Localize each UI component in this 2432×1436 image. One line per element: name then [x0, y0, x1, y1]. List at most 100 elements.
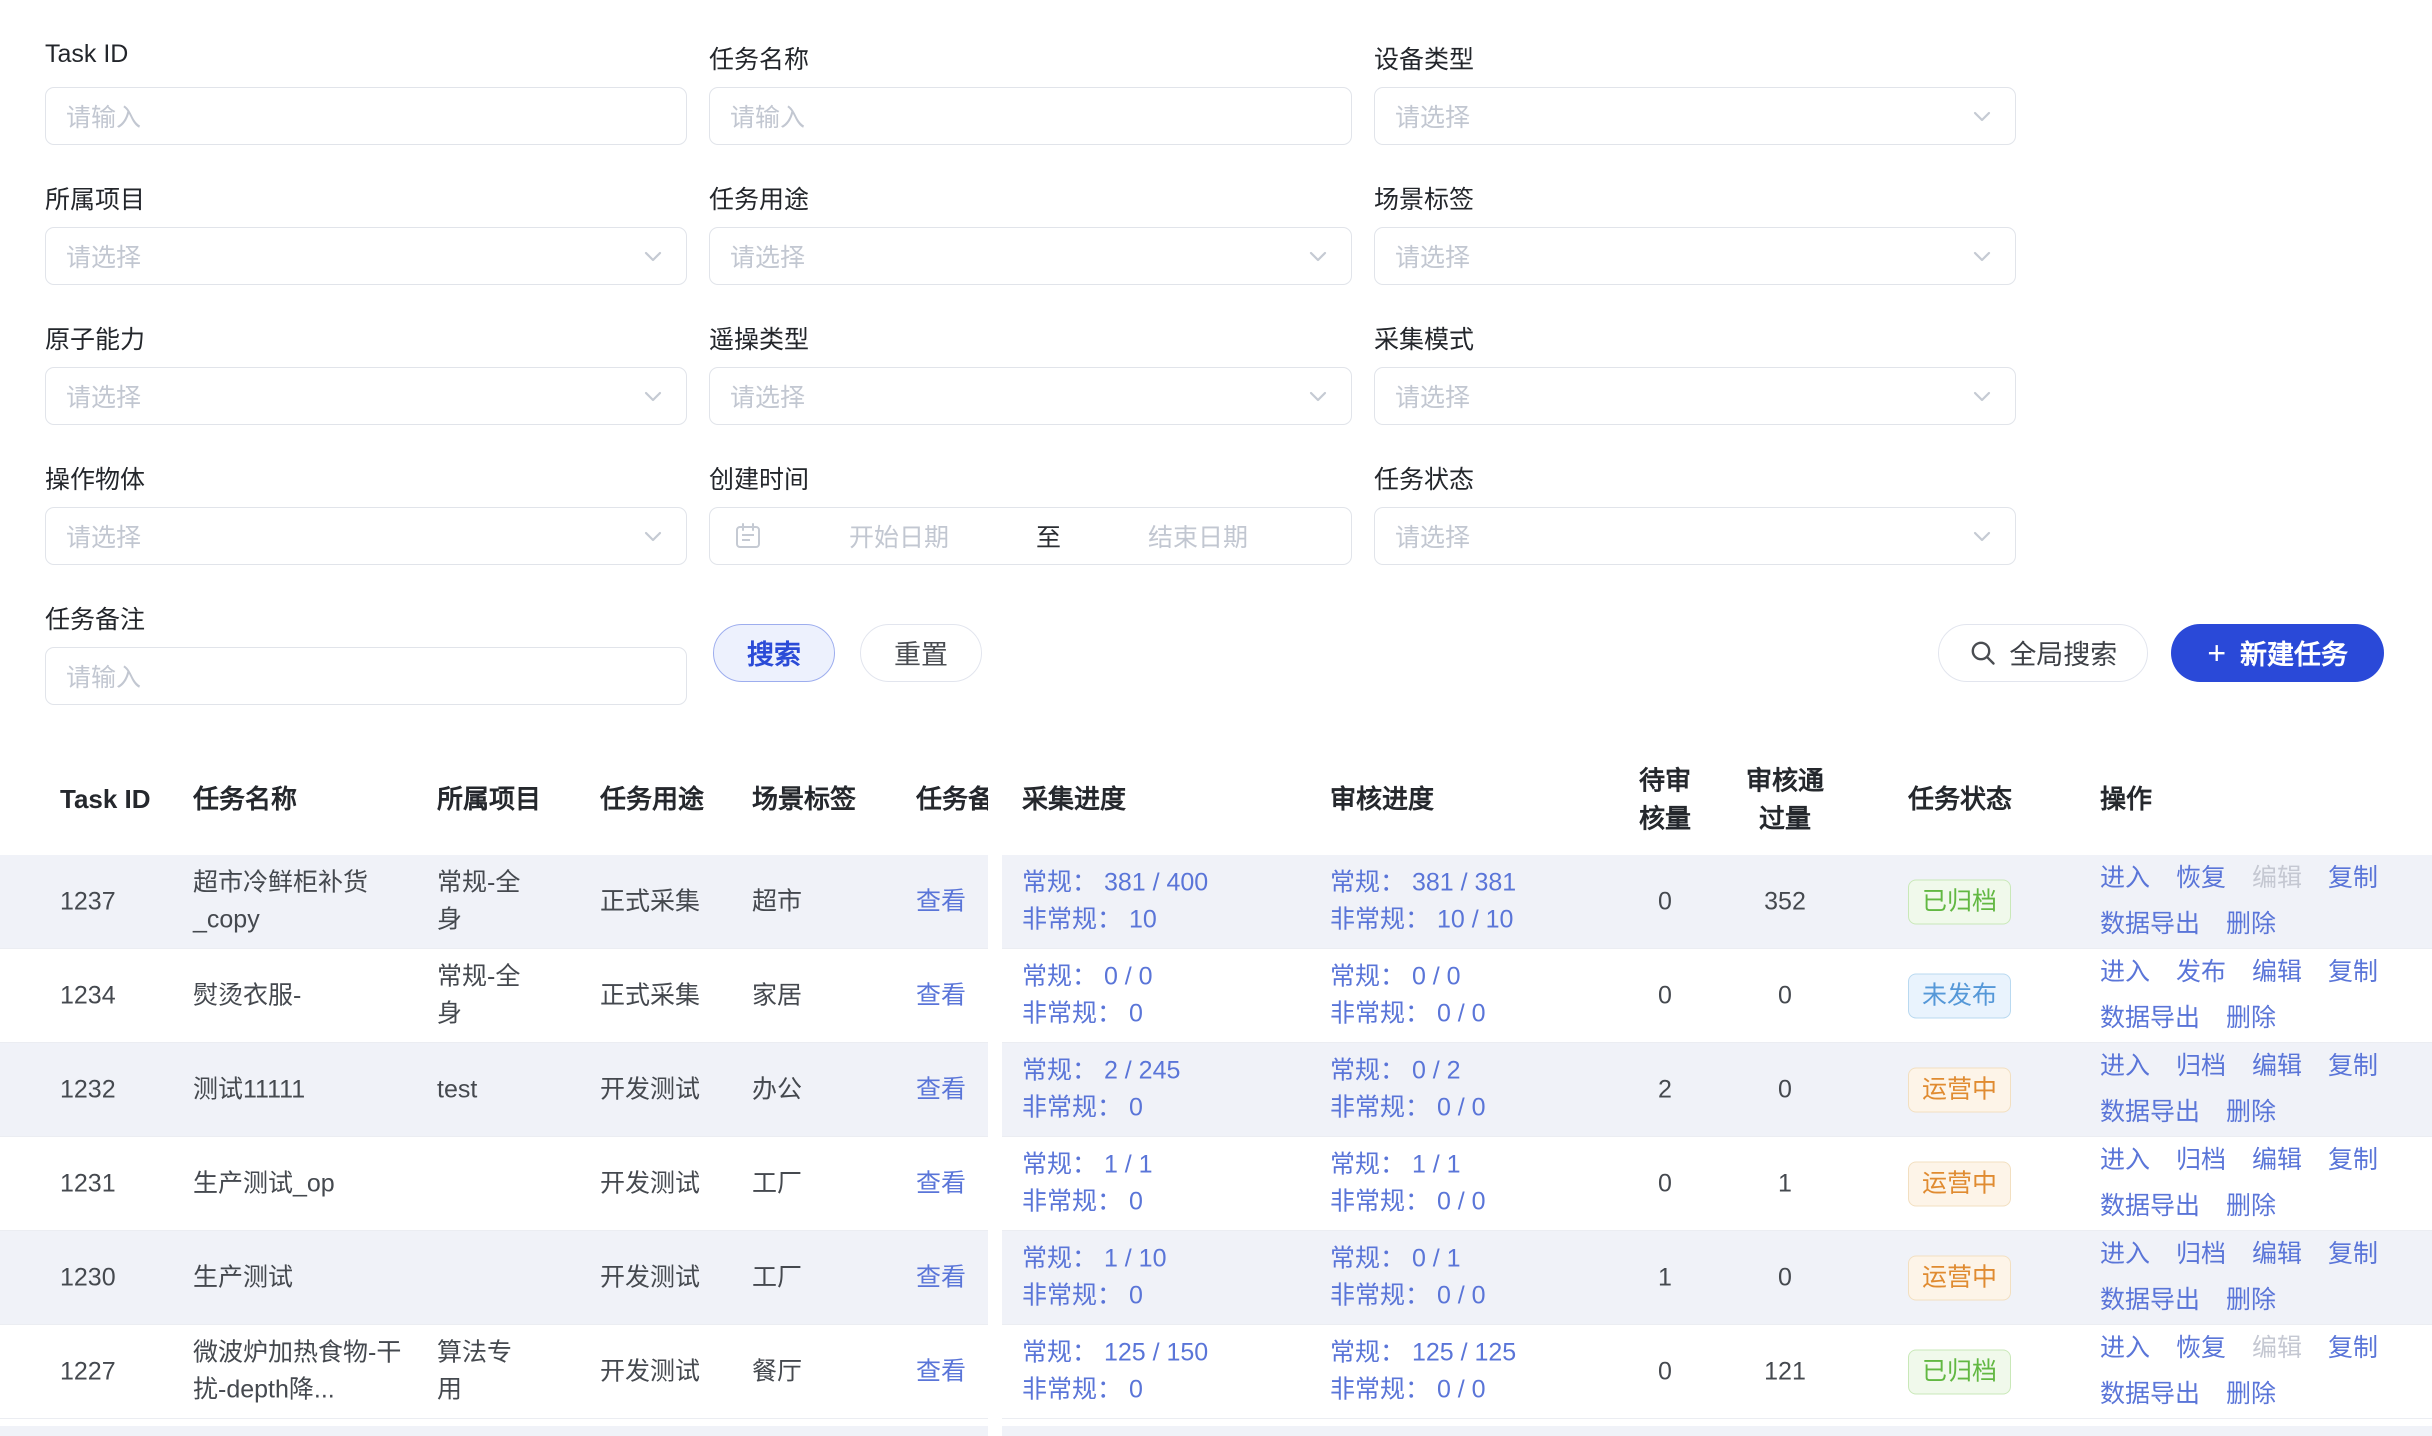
action-delete-link[interactable]: 删除: [2226, 1380, 2277, 1408]
action-copy-link[interactable]: 复制: [2328, 863, 2379, 892]
collect-progress-cell: 常规： 1 / 1 非常规： 0: [1022, 1146, 1317, 1221]
project-select[interactable]: 请选择: [45, 227, 687, 285]
end-date-placeholder: 结束日期: [1148, 524, 1249, 552]
action-enter-link[interactable]: 进入: [2100, 1333, 2151, 1362]
scene_tag-select[interactable]: 请选择: [1374, 227, 2016, 285]
global-search-button[interactable]: 全局搜索: [1938, 623, 2149, 682]
view-link[interactable]: 查看: [916, 1074, 967, 1103]
action-export-link[interactable]: 数据导出: [2100, 1004, 2201, 1032]
purpose-cell: 正式采集: [600, 980, 701, 1009]
filter-field-atomic_capability: 原子能力请选择: [45, 320, 687, 425]
actions-cell: 进入 恢复 编辑 复制数据导出 删除: [2100, 860, 2412, 944]
action-enter-link[interactable]: 进入: [2100, 1145, 2151, 1174]
actions-cell: 进入 恢复 编辑 复制 数据导出 删除: [2100, 1330, 2412, 1414]
action-archive-link[interactable]: 归档: [2176, 1051, 2227, 1080]
action-delete-link[interactable]: 删除: [2226, 1004, 2277, 1032]
task-name-cell: 熨烫衣服-: [193, 980, 302, 1009]
table-row: 1230 生产测试 开发测试 工厂 查看 常规： 1 / 10 非常规： 0 常规： 0 / …: [0, 1231, 2432, 1325]
task_status-select[interactable]: 请选择: [1374, 507, 2016, 565]
task_remark-input[interactable]: 请输入: [45, 647, 687, 705]
action-delete-link[interactable]: 删除: [2226, 910, 2277, 938]
regular-line: 常规： 0 / 2: [1330, 1056, 1461, 1084]
project-cell: 常规-全身: [437, 868, 521, 934]
action-archive-link[interactable]: 归档: [2176, 1239, 2227, 1268]
action-copy-link[interactable]: 复制: [2328, 1051, 2379, 1080]
action-restore-link[interactable]: 恢复: [2176, 1333, 2227, 1362]
action-copy-link[interactable]: 复制: [2328, 1333, 2379, 1362]
remark-cell: 查看: [916, 1071, 988, 1109]
column-header-project: 所属项目: [437, 784, 542, 815]
action-copy-link[interactable]: 复制: [2328, 957, 2379, 986]
action-publish-link[interactable]: 发布: [2176, 957, 2227, 986]
teleop_type-select[interactable]: 请选择: [709, 367, 1352, 425]
action-archive-link[interactable]: 归档: [2176, 1145, 2227, 1174]
regular-line: 常规： 0 / 0: [1330, 962, 1461, 990]
operation_object-select[interactable]: 请选择: [45, 507, 687, 565]
status-badge: 运营中: [1908, 1255, 2012, 1300]
action-edit-link[interactable]: 编辑: [2252, 1239, 2303, 1268]
task_name-input[interactable]: 请输入: [709, 87, 1352, 145]
view-link[interactable]: 查看: [916, 886, 967, 915]
action-copy-link[interactable]: 复制: [2328, 1239, 2379, 1268]
action-enter-link[interactable]: 进入: [2100, 863, 2151, 892]
filter-label-create_time: 创建时间: [709, 466, 810, 494]
new-task-label: 新建任务: [2240, 640, 2348, 670]
regular-line: 常规： 2 / 245: [1022, 1056, 1181, 1084]
action-export-link[interactable]: 数据导出: [2100, 910, 2201, 938]
action-edit-link: 编辑: [2252, 863, 2303, 892]
task-id-cell: 1230: [60, 1262, 116, 1291]
view-link[interactable]: 查看: [916, 1168, 967, 1197]
action-enter-link[interactable]: 进入: [2100, 1239, 2151, 1268]
project-placeholder: 请选择: [66, 244, 142, 272]
action-delete-link[interactable]: 删除: [2226, 1286, 2277, 1314]
task_id-input[interactable]: 请输入: [45, 87, 687, 145]
action-edit-link[interactable]: 编辑: [2252, 957, 2303, 986]
teleop_type-placeholder: 请选择: [730, 384, 806, 412]
reset-button[interactable]: 重置: [860, 623, 982, 682]
action-export-link[interactable]: 数据导出: [2100, 1192, 2201, 1220]
regular-line: 常规： 1 / 10: [1022, 1244, 1167, 1272]
action-edit-link[interactable]: 编辑: [2252, 1145, 2303, 1174]
irregular-line: 非常规： 10: [1022, 905, 1157, 934]
view-link[interactable]: 查看: [916, 1356, 967, 1385]
irregular-line: 非常规： 0: [1022, 1375, 1143, 1404]
action-restore-link[interactable]: 恢复: [2176, 863, 2227, 892]
date-range-picker[interactable]: 开始日期 至 结束日期: [709, 507, 1352, 565]
action-edit-link[interactable]: 编辑: [2252, 1051, 2303, 1080]
column-header-task-id: Task ID: [60, 784, 151, 815]
fixed-column-divider: [988, 745, 1002, 1436]
plus-icon: +: [2207, 634, 2226, 671]
task-name-cell: 生产测试: [193, 1262, 294, 1291]
chevron-down-icon: [640, 383, 666, 409]
atomic_capability-select[interactable]: 请选择: [45, 367, 687, 425]
new-task-button[interactable]: + 新建任务: [2171, 623, 2384, 682]
filter-label-atomic_capability: 原子能力: [45, 326, 146, 354]
action-copy-link[interactable]: 复制: [2328, 1145, 2379, 1174]
device_type-select[interactable]: 请选择: [1374, 87, 2016, 145]
action-export-link[interactable]: 数据导出: [2100, 1380, 2201, 1408]
view-link[interactable]: 查看: [916, 980, 967, 1009]
action-enter-link[interactable]: 进入: [2100, 957, 2151, 986]
search-button[interactable]: 搜索: [713, 623, 835, 682]
filter-label-device_type: 设备类型: [1374, 46, 1475, 74]
action-export-link[interactable]: 数据导出: [2100, 1286, 2201, 1314]
action-delete-link[interactable]: 删除: [2226, 1098, 2277, 1126]
action-export-link[interactable]: 数据导出: [2100, 1098, 2201, 1126]
collect-progress-cell: 常规： 0 / 0 非常规： 0: [1022, 958, 1317, 1033]
action-enter-link[interactable]: 进入: [2100, 1051, 2151, 1080]
action-delete-link[interactable]: 删除: [2226, 1192, 2277, 1220]
task-remark-slot: 任务备注 请输入: [45, 600, 687, 705]
irregular-line: 非常规： 10 / 10: [1330, 905, 1514, 934]
filter-field-task_status: 任务状态 请选择: [1374, 460, 2016, 565]
collect_mode-select[interactable]: 请选择: [1374, 367, 2016, 425]
view-link[interactable]: 查看: [916, 1262, 967, 1291]
project-cell: 算法专用: [437, 1338, 513, 1404]
operation_object-placeholder: 请选择: [66, 524, 142, 552]
table-body: 1237 超市冷鲜柜补货_copy 常规-全身 正式采集 超市 查看 常规： 381 / 4…: [0, 855, 2432, 1419]
atomic_capability-placeholder: 请选择: [66, 384, 142, 412]
start-date-placeholder: 开始日期: [848, 524, 949, 552]
search-icon: [1969, 639, 1997, 667]
task_name-placeholder: 请输入: [730, 104, 806, 132]
task_purpose-select[interactable]: 请选择: [709, 227, 1352, 285]
table-row: 1232 测试11111 test 开发测试 办公 查看 常规： 2 / 245 非常规： 0…: [0, 1043, 2432, 1137]
